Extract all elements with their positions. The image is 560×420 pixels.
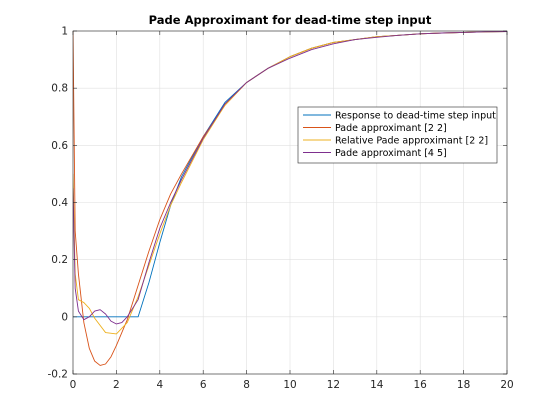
x-tick-label: 8 <box>243 379 250 391</box>
y-tick-label: -0.2 <box>48 369 69 381</box>
legend: Response to dead-time step input Pade app… <box>297 106 498 164</box>
x-tick-label: 14 <box>370 379 384 391</box>
legend-box <box>297 106 498 164</box>
x-tick-label: 16 <box>414 379 428 391</box>
x-tick-label: 10 <box>283 379 296 391</box>
x-tick-label: 4 <box>156 379 163 391</box>
y-tick-label: 0.2 <box>51 254 68 266</box>
x-tick-label: 20 <box>500 379 513 391</box>
legend-entry: Relative Pade approximant [2 2] <box>335 135 488 146</box>
x-tick-label: 6 <box>200 379 207 391</box>
x-tick-label: 12 <box>327 379 340 391</box>
series-lines <box>73 31 507 366</box>
series-line-4 <box>73 31 507 325</box>
x-tick-label: 18 <box>457 379 470 391</box>
legend-entry: Response to dead-time step input <box>335 110 496 121</box>
y-tick-label: 1 <box>61 26 68 38</box>
x-tick-label: 0 <box>70 379 77 391</box>
chart-title: Pade Approximant for dead-time step inpu… <box>149 13 432 27</box>
y-tick-label: 0 <box>61 311 68 323</box>
legend-entry: Pade approximant [4 5] <box>335 148 447 159</box>
x-tick-labels: 0 2 4 6 8 10 12 14 16 18 20 <box>70 379 514 391</box>
axis-ticks <box>72 30 508 375</box>
y-tick-labels: -0.2 0 0.2 0.4 0.6 0.8 1 <box>48 26 69 381</box>
legend-entry: Pade approximant [2 2] <box>335 123 447 134</box>
y-tick-label: 0.6 <box>51 140 68 152</box>
y-tick-label: 0.8 <box>51 83 68 95</box>
y-tick-label: 0.4 <box>51 197 68 209</box>
x-tick-label: 2 <box>113 379 120 391</box>
